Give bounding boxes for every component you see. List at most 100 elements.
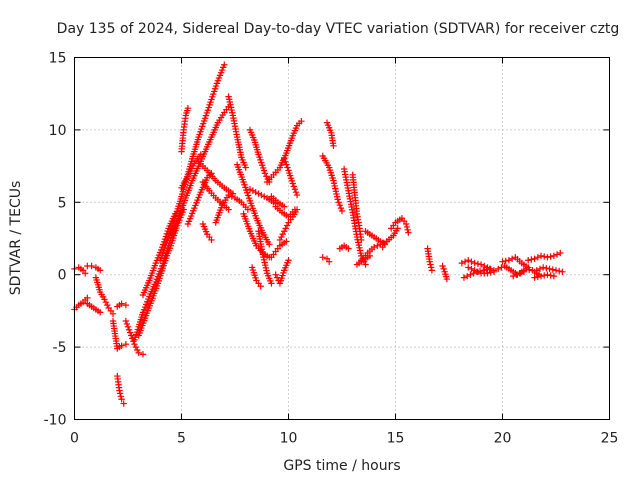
- y-tick-label: 0: [58, 268, 67, 284]
- data-point: [291, 186, 299, 193]
- data-point: [557, 249, 564, 257]
- data-point: [252, 188, 259, 196]
- data-point: [334, 196, 341, 203]
- data-point: [290, 183, 298, 190]
- data-point: [283, 238, 290, 245]
- data-point: [544, 254, 551, 261]
- data-point: [139, 351, 147, 358]
- data-point: [292, 188, 300, 196]
- data-point: [428, 267, 436, 274]
- data-point: [403, 220, 410, 228]
- data-point: [293, 206, 301, 213]
- data-point: [122, 317, 130, 325]
- data-point: [427, 264, 435, 271]
- data-point: [539, 264, 547, 271]
- data-point: [510, 272, 517, 280]
- x-tick-label: 20: [494, 431, 512, 447]
- data-point: [221, 61, 228, 68]
- data-point: [82, 270, 89, 277]
- data-point: [474, 268, 482, 276]
- data-point: [118, 342, 125, 349]
- data-point: [258, 191, 265, 199]
- data-point: [96, 309, 104, 316]
- data-point: [325, 258, 333, 265]
- x-tick-label: 15: [387, 431, 405, 447]
- data-point: [550, 272, 558, 280]
- data-point: [124, 323, 132, 331]
- data-point: [118, 300, 125, 307]
- data-point: [471, 267, 478, 274]
- data-point: [126, 329, 134, 336]
- data-point: [88, 262, 95, 270]
- data-point: [553, 251, 561, 258]
- data-point: [116, 387, 123, 394]
- data-point: [184, 104, 192, 112]
- data-point: [403, 223, 411, 231]
- data-point: [498, 264, 505, 271]
- data-point: [534, 254, 542, 261]
- x-tick-label: 5: [177, 431, 186, 447]
- data-point: [522, 265, 530, 273]
- data-point: [508, 255, 516, 262]
- data-point: [362, 261, 369, 268]
- data-point: [463, 272, 471, 280]
- data-point: [102, 299, 110, 306]
- data-point: [283, 161, 290, 168]
- data-point: [281, 155, 288, 163]
- x-tick-label: 25: [601, 431, 619, 447]
- data-point: [531, 255, 538, 262]
- data-point: [228, 193, 235, 200]
- data-point: [547, 253, 554, 260]
- data-point: [426, 258, 433, 265]
- data-point: [225, 206, 232, 213]
- data-point: [225, 191, 232, 199]
- data-point: [319, 254, 326, 261]
- data-point: [282, 158, 289, 165]
- y-tick-label: 15: [49, 51, 67, 67]
- data-point: [394, 225, 401, 232]
- data-point: [443, 275, 451, 283]
- data-point: [528, 256, 535, 263]
- data-point: [524, 257, 532, 264]
- data-point: [471, 259, 478, 267]
- data-point: [544, 271, 551, 278]
- data-point: [461, 258, 469, 265]
- data-point: [460, 274, 468, 281]
- data-point: [366, 252, 374, 260]
- data-point: [526, 266, 533, 273]
- data-point: [439, 262, 446, 270]
- y-tick-label: 5: [58, 195, 67, 211]
- data-point: [263, 173, 270, 180]
- data-point: [465, 257, 472, 264]
- data-point: [132, 343, 140, 351]
- x-tick-label: 0: [70, 431, 79, 447]
- data-point: [117, 393, 125, 400]
- data-point: [495, 265, 502, 273]
- data-point: [550, 252, 558, 260]
- data-point: [282, 225, 289, 232]
- data-point: [337, 204, 345, 212]
- data-point: [261, 193, 268, 200]
- y-tick-label: -10: [44, 413, 67, 429]
- y-axis-label: SDTVAR / TECUs: [8, 181, 24, 296]
- data-point: [244, 206, 252, 213]
- data-point: [125, 326, 133, 333]
- data-point: [405, 229, 412, 236]
- data-point: [531, 274, 538, 281]
- data-point: [285, 257, 292, 264]
- data-point: [404, 226, 411, 234]
- data-point: [541, 272, 548, 279]
- data-point: [255, 190, 262, 197]
- data-point: [547, 272, 554, 279]
- data-point: [266, 241, 273, 248]
- data-point: [289, 180, 296, 187]
- data-point: [96, 267, 104, 274]
- data-point: [242, 164, 249, 171]
- data-point: [537, 252, 545, 260]
- data-point: [467, 271, 474, 278]
- data-point: [281, 228, 288, 235]
- data-point: [543, 264, 550, 272]
- data-point: [249, 187, 257, 194]
- data-point: [120, 400, 127, 407]
